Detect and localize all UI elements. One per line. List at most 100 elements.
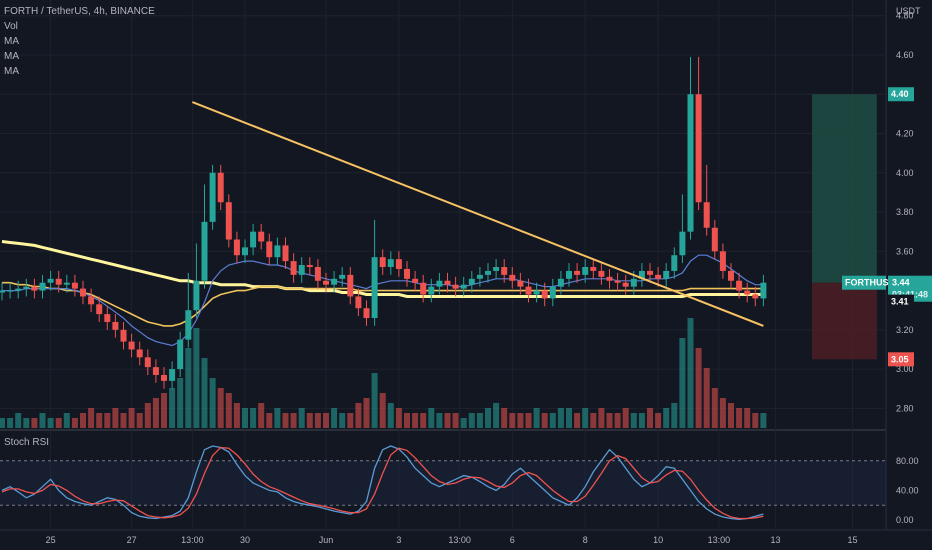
candle[interactable] xyxy=(266,241,273,258)
candle[interactable] xyxy=(185,310,192,340)
candle[interactable] xyxy=(201,221,208,281)
candle[interactable] xyxy=(614,280,621,283)
stoch-rsi-line[interactable] xyxy=(1,446,764,520)
candle[interactable] xyxy=(47,278,54,283)
candle[interactable] xyxy=(371,257,378,319)
candle[interactable] xyxy=(679,231,686,256)
candle[interactable] xyxy=(395,259,402,269)
target-zone[interactable] xyxy=(812,94,877,283)
candle[interactable] xyxy=(525,286,532,295)
candle[interactable] xyxy=(217,172,224,203)
candle[interactable] xyxy=(485,270,491,275)
candle[interactable] xyxy=(630,278,637,287)
candle[interactable] xyxy=(120,329,127,342)
candle[interactable] xyxy=(541,290,548,299)
candle[interactable] xyxy=(509,274,516,281)
candle[interactable] xyxy=(703,202,710,228)
candle[interactable] xyxy=(88,296,95,305)
candle[interactable] xyxy=(736,280,743,291)
candle[interactable] xyxy=(355,296,362,309)
candle[interactable] xyxy=(687,94,694,232)
indicator-ma-3[interactable]: MA xyxy=(4,66,19,77)
candle[interactable] xyxy=(557,278,564,287)
candle[interactable] xyxy=(622,282,629,287)
candle[interactable] xyxy=(549,286,556,299)
candle[interactable] xyxy=(298,265,305,275)
candle[interactable] xyxy=(169,369,176,381)
candle[interactable] xyxy=(452,284,459,289)
candle[interactable] xyxy=(744,290,751,295)
moving-average-line[interactable] xyxy=(2,281,764,327)
candle[interactable] xyxy=(282,245,289,262)
candle[interactable] xyxy=(331,278,338,285)
candle[interactable] xyxy=(193,280,200,311)
candle[interactable] xyxy=(598,270,605,277)
candle[interactable] xyxy=(460,284,467,289)
stop-zone[interactable] xyxy=(812,282,877,360)
symbol-title[interactable]: FORTH / TetherUS, 4h, BINANCE xyxy=(4,6,155,17)
candle[interactable] xyxy=(323,280,329,285)
candle[interactable] xyxy=(517,280,524,287)
candle[interactable] xyxy=(250,231,257,248)
candle[interactable] xyxy=(242,247,248,256)
candle[interactable] xyxy=(671,255,678,271)
candle[interactable] xyxy=(412,278,419,283)
candle[interactable] xyxy=(258,231,265,242)
candle[interactable] xyxy=(274,245,281,258)
candle[interactable] xyxy=(493,267,500,271)
candle[interactable] xyxy=(590,267,597,271)
candle[interactable] xyxy=(501,267,508,275)
candle[interactable] xyxy=(233,239,240,256)
stoch-rsi-line[interactable] xyxy=(1,445,764,520)
candle[interactable] xyxy=(306,265,313,268)
indicator-ma-2[interactable]: MA xyxy=(4,51,19,62)
candle[interactable] xyxy=(574,270,581,275)
candle[interactable] xyxy=(760,282,767,299)
candle[interactable] xyxy=(606,276,613,281)
candle[interactable] xyxy=(379,257,386,268)
candle[interactable] xyxy=(339,274,346,279)
candle[interactable] xyxy=(582,267,589,275)
candle[interactable] xyxy=(15,288,22,291)
candle[interactable] xyxy=(468,278,475,285)
candle[interactable] xyxy=(144,357,151,368)
candle[interactable] xyxy=(566,270,572,279)
candle[interactable] xyxy=(136,349,143,358)
candle[interactable] xyxy=(638,270,645,279)
candle[interactable] xyxy=(428,286,435,295)
indicator-vol[interactable]: Vol xyxy=(4,21,18,32)
candle[interactable] xyxy=(436,280,443,287)
candle[interactable] xyxy=(363,308,370,319)
candle[interactable] xyxy=(209,172,216,222)
candle[interactable] xyxy=(647,270,653,275)
candle[interactable] xyxy=(225,202,232,240)
candle[interactable] xyxy=(71,282,78,289)
candle[interactable] xyxy=(752,294,759,299)
candle[interactable] xyxy=(290,261,297,275)
candle[interactable] xyxy=(177,339,184,370)
candle[interactable] xyxy=(39,282,46,291)
candle[interactable] xyxy=(663,270,670,279)
candle[interactable] xyxy=(55,278,62,285)
candle[interactable] xyxy=(96,304,103,315)
indicator-ma-1[interactable]: MA xyxy=(4,36,19,47)
candle[interactable] xyxy=(420,282,427,295)
candle[interactable] xyxy=(112,321,119,330)
candle[interactable] xyxy=(0,290,5,293)
candle[interactable] xyxy=(695,94,702,203)
candle[interactable] xyxy=(719,251,726,271)
candle[interactable] xyxy=(387,259,394,268)
trendline[interactable] xyxy=(191,101,764,327)
candle[interactable] xyxy=(7,290,14,292)
candle[interactable] xyxy=(128,341,135,350)
candle[interactable] xyxy=(728,270,734,281)
candle[interactable] xyxy=(104,314,111,322)
moving-average-line[interactable] xyxy=(1,240,764,298)
candle[interactable] xyxy=(63,282,70,285)
candle[interactable] xyxy=(533,290,540,295)
candle[interactable] xyxy=(161,374,167,381)
candle[interactable] xyxy=(476,274,483,279)
candle[interactable] xyxy=(444,280,451,285)
candle[interactable] xyxy=(23,286,30,289)
